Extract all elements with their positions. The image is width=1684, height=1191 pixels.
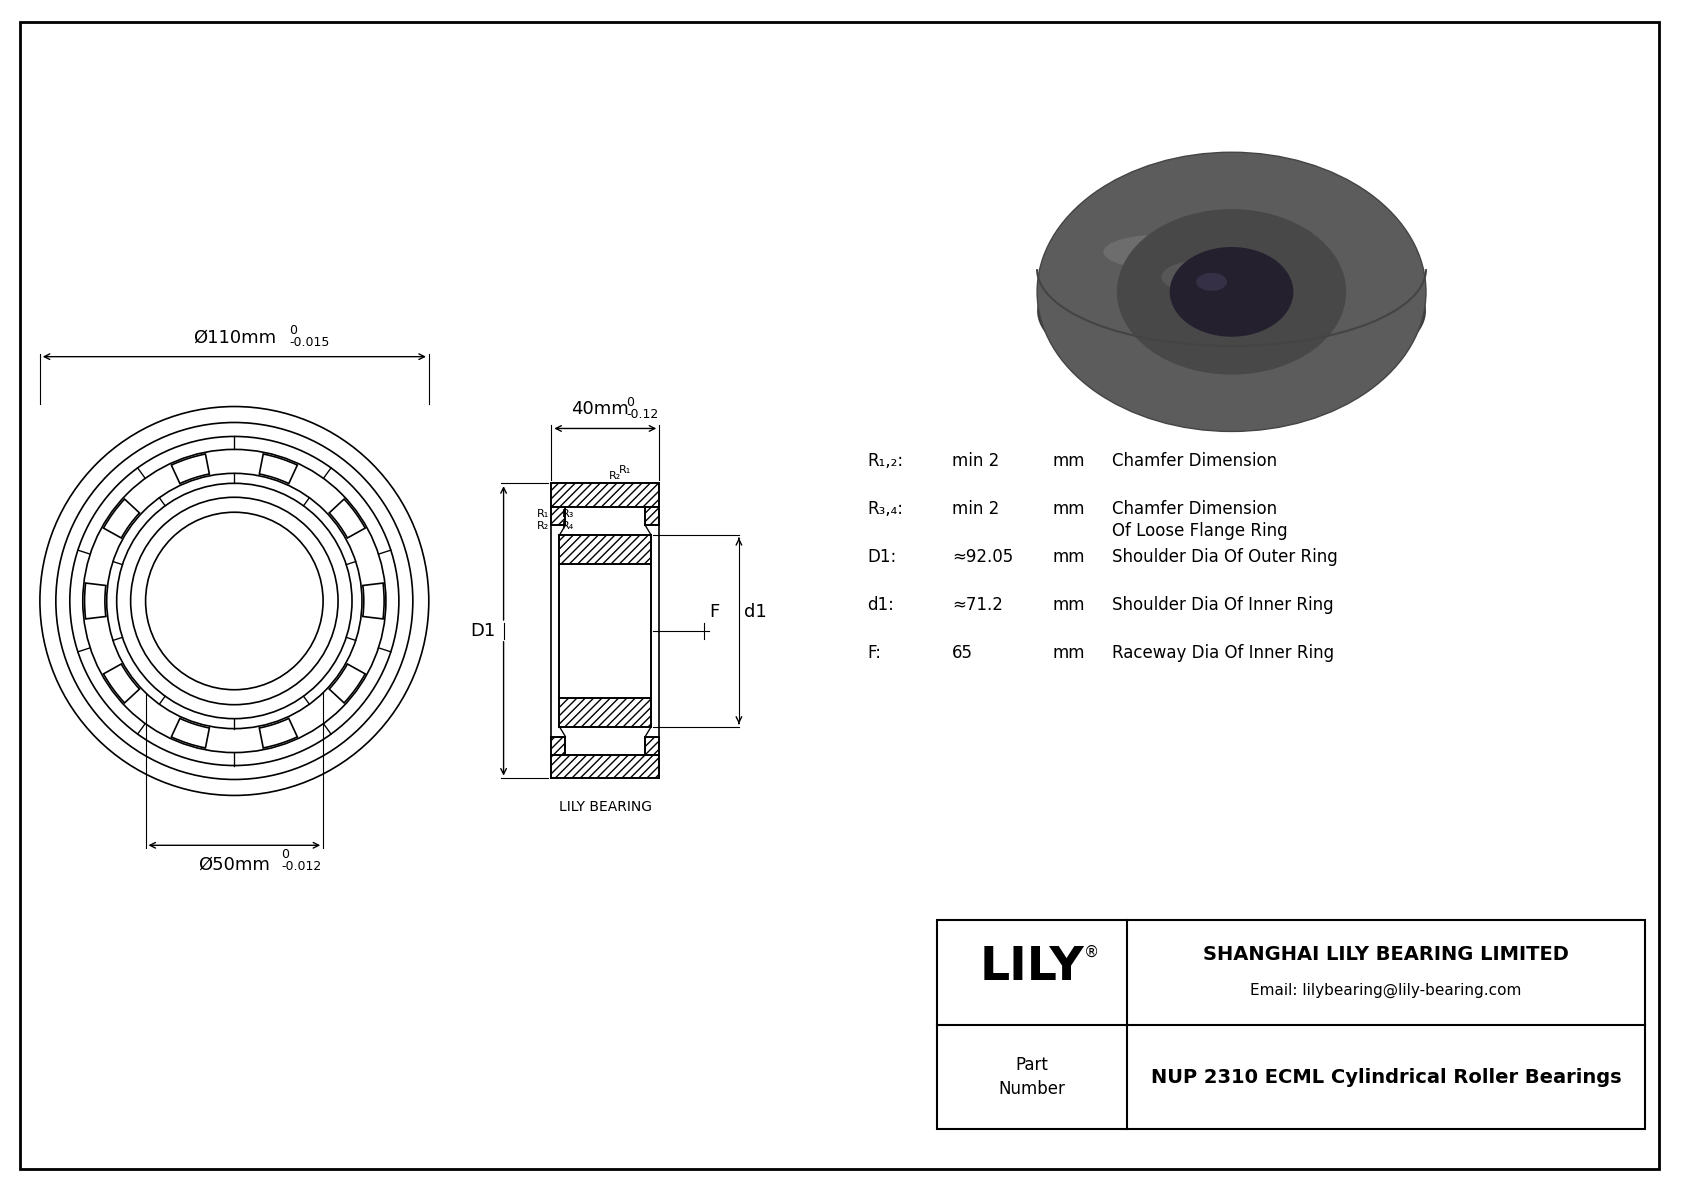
Text: Part
Number: Part Number bbox=[999, 1056, 1066, 1098]
Text: ®: ® bbox=[1084, 944, 1100, 960]
Text: SHANGHAI LILY BEARING LIMITED: SHANGHAI LILY BEARING LIMITED bbox=[1202, 944, 1569, 964]
Text: ≈71.2: ≈71.2 bbox=[953, 596, 1004, 615]
Text: R₁: R₁ bbox=[620, 466, 632, 475]
Text: R₁: R₁ bbox=[537, 510, 549, 519]
Ellipse shape bbox=[1103, 235, 1221, 269]
Bar bbox=[551, 484, 658, 507]
Bar bbox=[551, 507, 566, 525]
Text: R₄: R₄ bbox=[561, 522, 574, 531]
Text: F:: F: bbox=[867, 644, 881, 662]
Bar bbox=[551, 736, 566, 755]
Text: -0.015: -0.015 bbox=[290, 336, 330, 349]
Ellipse shape bbox=[1037, 233, 1426, 387]
Text: D1: D1 bbox=[470, 622, 495, 640]
Text: Of Loose Flange Ring: Of Loose Flange Ring bbox=[1111, 522, 1288, 541]
Text: R₂: R₂ bbox=[610, 472, 621, 481]
Text: LILY BEARING: LILY BEARING bbox=[559, 800, 652, 815]
Text: LILY: LILY bbox=[980, 944, 1084, 990]
Text: d1:: d1: bbox=[867, 596, 894, 615]
Text: D1:: D1: bbox=[867, 548, 898, 566]
Ellipse shape bbox=[1162, 261, 1241, 293]
Text: mm: mm bbox=[1052, 453, 1084, 470]
Bar bbox=[559, 535, 652, 565]
Ellipse shape bbox=[1116, 210, 1346, 375]
Text: Chamfer Dimension: Chamfer Dimension bbox=[1111, 453, 1276, 470]
Text: Raceway Dia Of Inner Ring: Raceway Dia Of Inner Ring bbox=[1111, 644, 1334, 662]
Text: mm: mm bbox=[1052, 596, 1084, 615]
Text: min 2: min 2 bbox=[953, 453, 1000, 470]
Ellipse shape bbox=[1170, 247, 1293, 337]
Text: Shoulder Dia Of Inner Ring: Shoulder Dia Of Inner Ring bbox=[1111, 596, 1334, 615]
Ellipse shape bbox=[1196, 273, 1228, 291]
Text: R₃,₄:: R₃,₄: bbox=[867, 500, 904, 518]
Text: Shoulder Dia Of Outer Ring: Shoulder Dia Of Outer Ring bbox=[1111, 548, 1337, 566]
Bar bbox=[938, 921, 1645, 1129]
Ellipse shape bbox=[1037, 152, 1426, 431]
Text: NUP 2310 ECML Cylindrical Roller Bearings: NUP 2310 ECML Cylindrical Roller Bearing… bbox=[1150, 1067, 1622, 1086]
Bar bbox=[645, 507, 658, 525]
Text: Email: lilybearing@lily-bearing.com: Email: lilybearing@lily-bearing.com bbox=[1251, 983, 1522, 998]
Text: Ø110mm: Ø110mm bbox=[192, 329, 276, 347]
Text: min 2: min 2 bbox=[953, 500, 1000, 518]
Text: 0: 0 bbox=[281, 848, 290, 861]
Text: 0: 0 bbox=[290, 324, 296, 337]
Text: mm: mm bbox=[1052, 500, 1084, 518]
Text: Chamfer Dimension: Chamfer Dimension bbox=[1111, 500, 1276, 518]
Text: F: F bbox=[709, 603, 719, 621]
Text: R₃: R₃ bbox=[561, 510, 574, 519]
Text: 0: 0 bbox=[626, 395, 635, 409]
Text: R₁,₂:: R₁,₂: bbox=[867, 453, 904, 470]
Text: Ø50mm: Ø50mm bbox=[199, 855, 269, 873]
Text: 40mm: 40mm bbox=[571, 400, 630, 418]
Text: -0.12: -0.12 bbox=[626, 409, 658, 422]
Text: d1: d1 bbox=[744, 603, 766, 621]
Text: mm: mm bbox=[1052, 548, 1084, 566]
Bar bbox=[645, 736, 658, 755]
Text: R₂: R₂ bbox=[537, 522, 549, 531]
Bar bbox=[551, 755, 658, 779]
Bar bbox=[559, 698, 652, 727]
Text: mm: mm bbox=[1052, 644, 1084, 662]
Text: 65: 65 bbox=[953, 644, 973, 662]
Text: -0.012: -0.012 bbox=[281, 860, 322, 873]
Text: ≈92.05: ≈92.05 bbox=[953, 548, 1014, 566]
